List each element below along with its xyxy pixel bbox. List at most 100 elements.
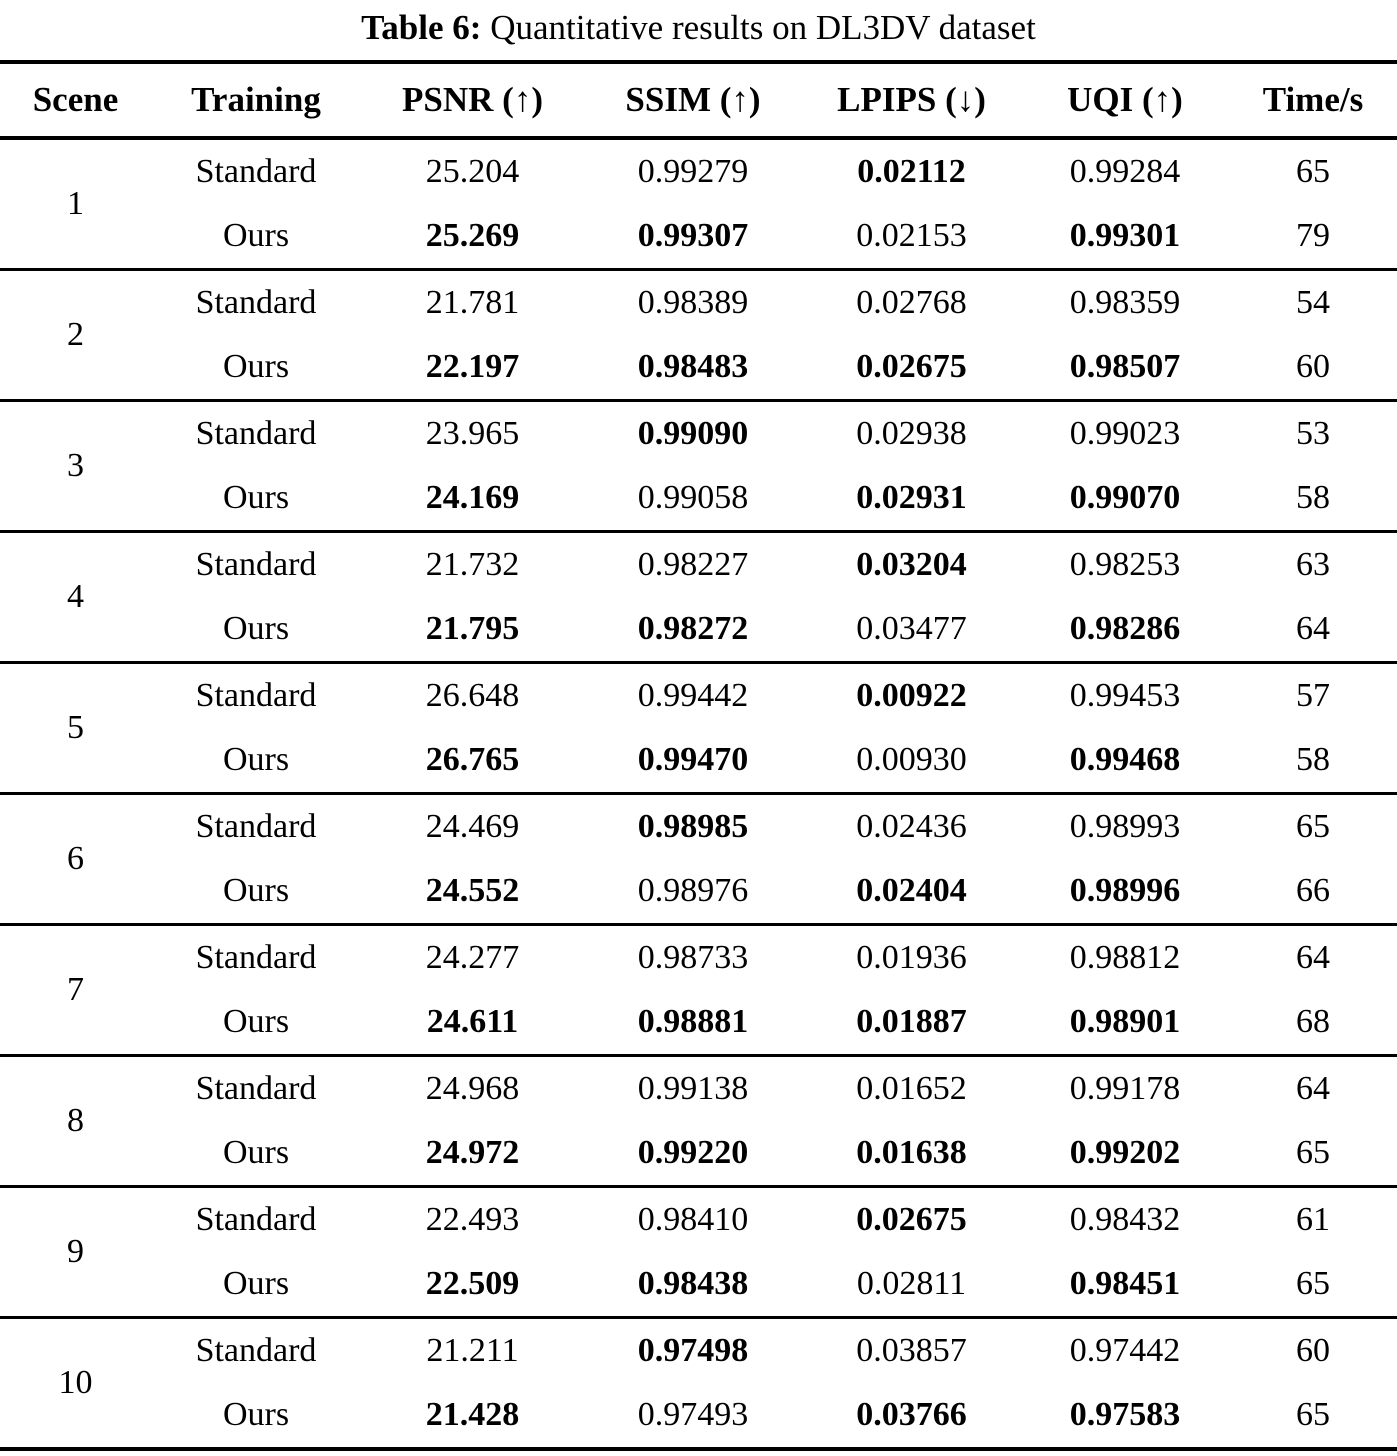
time-value: 65 bbox=[1296, 1134, 1330, 1171]
uqi-value: 0.99468 bbox=[1069, 741, 1181, 778]
table-row: 7 Standard 24.277 0.98733 0.01936 0.98812 64 bbox=[0, 925, 1397, 1008]
scene-group-6: 6 Standard 24.469 0.98985 0.02436 0.98993 65 Ou… bbox=[0, 793, 1397, 925]
psnr-value: 22.493 bbox=[425, 1201, 520, 1238]
time-value: 65 bbox=[1296, 153, 1330, 190]
uqi-value: 0.99023 bbox=[1069, 415, 1181, 452]
table-row: 1 Standard 25.204 0.99279 0.02112 0.99284 65 bbox=[0, 138, 1397, 222]
lpips-value: 0.03766 bbox=[856, 1396, 967, 1433]
table-row: Ours 24.552 0.98976 0.02404 0.98996 66 bbox=[0, 859, 1397, 925]
column-header-lpips: LPIPS (↓) bbox=[837, 80, 986, 119]
uqi-value: 0.98432 bbox=[1069, 1201, 1181, 1238]
ssim-value: 0.98881 bbox=[637, 1003, 749, 1040]
scene-number: 3 bbox=[67, 447, 84, 484]
time-value: 68 bbox=[1296, 1003, 1330, 1040]
uqi-value: 0.99301 bbox=[1069, 217, 1181, 254]
scene-group-5: 5 Standard 26.648 0.99442 0.00922 0.99453 57 Ou… bbox=[0, 662, 1397, 794]
uqi-value: 0.98286 bbox=[1069, 610, 1181, 647]
ssim-value: 0.98733 bbox=[637, 939, 749, 976]
time-value: 66 bbox=[1296, 872, 1330, 909]
psnr-value: 22.197 bbox=[425, 348, 520, 385]
scene-number: 4 bbox=[67, 578, 84, 615]
lpips-value: 0.00922 bbox=[856, 677, 967, 714]
time-value: 64 bbox=[1296, 610, 1330, 647]
training-label: Ours bbox=[222, 872, 290, 909]
time-value: 65 bbox=[1296, 1396, 1330, 1433]
lpips-value: 0.03204 bbox=[856, 546, 967, 583]
psnr-value: 24.552 bbox=[425, 872, 520, 909]
ssim-value: 0.98389 bbox=[637, 284, 749, 321]
uqi-value: 0.99202 bbox=[1069, 1134, 1181, 1171]
psnr-value: 21.732 bbox=[425, 546, 520, 583]
psnr-value: 25.269 bbox=[425, 217, 520, 254]
scene-number: 8 bbox=[67, 1102, 84, 1139]
lpips-value: 0.03857 bbox=[856, 1332, 967, 1369]
training-label: Ours bbox=[222, 1265, 290, 1302]
time-value: 61 bbox=[1296, 1201, 1330, 1238]
table-row: Ours 21.795 0.98272 0.03477 0.98286 64 bbox=[0, 597, 1397, 663]
ssim-value: 0.99442 bbox=[637, 677, 749, 714]
uqi-value: 0.98451 bbox=[1069, 1265, 1181, 1302]
scene-number: 6 bbox=[67, 840, 84, 877]
table-row: Ours 22.197 0.98483 0.02675 0.98507 60 bbox=[0, 335, 1397, 401]
column-header-time: Time/s bbox=[1262, 80, 1364, 119]
lpips-value: 0.03477 bbox=[856, 610, 967, 647]
psnr-value: 24.277 bbox=[425, 939, 520, 976]
time-value: 53 bbox=[1296, 415, 1330, 452]
table-row: Ours 24.972 0.99220 0.01638 0.99202 65 bbox=[0, 1121, 1397, 1187]
time-value: 65 bbox=[1296, 1265, 1330, 1302]
lpips-value: 0.00930 bbox=[856, 741, 967, 778]
uqi-value: 0.99178 bbox=[1069, 1070, 1181, 1107]
time-value: 60 bbox=[1296, 348, 1330, 385]
ssim-value: 0.99090 bbox=[637, 415, 749, 452]
ssim-value: 0.99279 bbox=[637, 153, 749, 190]
training-label: Ours bbox=[222, 1134, 290, 1171]
ssim-value: 0.98438 bbox=[637, 1265, 749, 1302]
psnr-value: 24.611 bbox=[426, 1003, 519, 1040]
table-row: 2 Standard 21.781 0.98389 0.02768 0.98359 54 bbox=[0, 270, 1397, 353]
column-header-uqi: UQI (↑) bbox=[1067, 80, 1183, 119]
uqi-value: 0.98901 bbox=[1069, 1003, 1181, 1040]
training-label: Ours bbox=[222, 610, 290, 647]
training-label: Ours bbox=[222, 741, 290, 778]
table-header: Scene Training PSNR (↑) SSIM (↑) LPIPS (↓) UQ… bbox=[0, 62, 1397, 138]
lpips-value: 0.01652 bbox=[856, 1070, 967, 1107]
scene-group-7: 7 Standard 24.277 0.98733 0.01936 0.98812 64 Ou… bbox=[0, 924, 1397, 1056]
ssim-value: 0.98227 bbox=[637, 546, 749, 583]
lpips-value: 0.02112 bbox=[857, 153, 966, 190]
column-header-training: Training bbox=[191, 80, 321, 119]
uqi-value: 0.98812 bbox=[1069, 939, 1181, 976]
psnr-value: 24.469 bbox=[425, 808, 520, 845]
scene-group-1: 1 Standard 25.204 0.99279 0.02112 0.99284 65 Ou… bbox=[0, 138, 1397, 270]
lpips-value: 0.02768 bbox=[856, 284, 967, 321]
table-row: 3 Standard 23.965 0.99090 0.02938 0.99023 53 bbox=[0, 401, 1397, 484]
time-value: 58 bbox=[1296, 479, 1330, 516]
table-caption: Table 6: Quantitative results on DL3DV d… bbox=[0, 0, 1397, 60]
training-label: Standard bbox=[195, 153, 317, 190]
psnr-value: 25.204 bbox=[425, 153, 520, 190]
training-label: Ours bbox=[222, 1396, 290, 1433]
psnr-value: 26.765 bbox=[425, 741, 520, 778]
training-label: Standard bbox=[195, 1201, 317, 1238]
lpips-value: 0.02404 bbox=[856, 872, 967, 909]
lpips-value: 0.02436 bbox=[856, 808, 967, 845]
psnr-value: 24.169 bbox=[425, 479, 520, 516]
training-label: Standard bbox=[195, 1070, 317, 1107]
ssim-value: 0.99307 bbox=[637, 217, 749, 254]
table-row: 5 Standard 26.648 0.99442 0.00922 0.99453 57 bbox=[0, 663, 1397, 746]
training-label: Ours bbox=[222, 348, 290, 385]
scene-group-10: 10 Standard 21.211 0.97498 0.03857 0.97442 60 O… bbox=[0, 1317, 1397, 1450]
time-value: 64 bbox=[1296, 939, 1330, 976]
uqi-value: 0.98993 bbox=[1069, 808, 1181, 845]
training-label: Standard bbox=[195, 1332, 317, 1369]
ssim-value: 0.99470 bbox=[637, 741, 749, 778]
lpips-value: 0.02153 bbox=[856, 217, 967, 254]
uqi-value: 0.99284 bbox=[1069, 153, 1181, 190]
table-row: 6 Standard 24.469 0.98985 0.02436 0.98993 65 bbox=[0, 794, 1397, 877]
table-row: 9 Standard 22.493 0.98410 0.02675 0.98432 61 bbox=[0, 1187, 1397, 1270]
scene-number: 9 bbox=[67, 1233, 84, 1270]
ssim-value: 0.98272 bbox=[637, 610, 749, 647]
time-value: 58 bbox=[1296, 741, 1330, 778]
table-caption-label: Table 6: bbox=[361, 8, 482, 47]
training-label: Standard bbox=[195, 939, 317, 976]
ssim-value: 0.97498 bbox=[637, 1332, 749, 1369]
